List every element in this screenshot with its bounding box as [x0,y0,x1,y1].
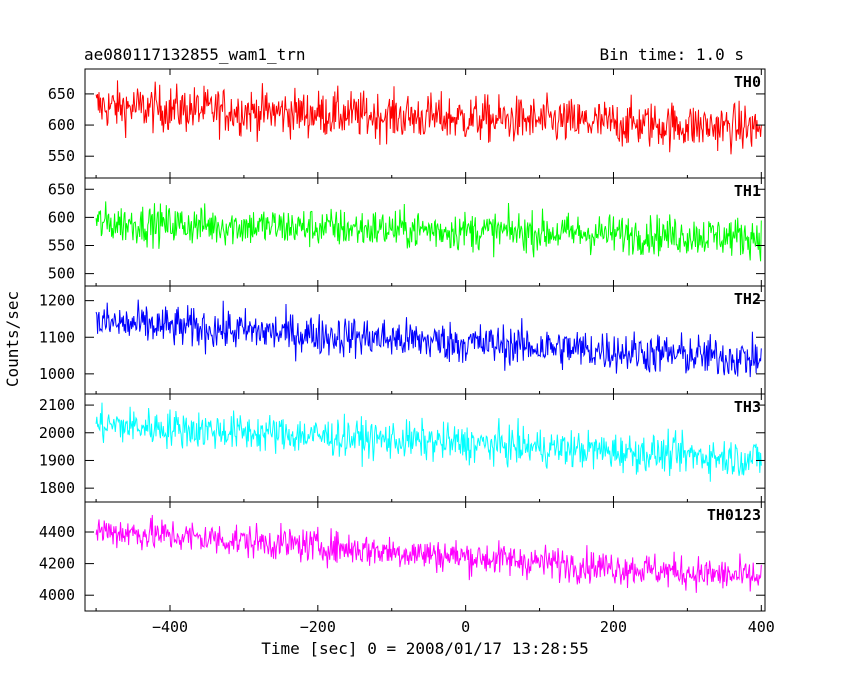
x-tick-label: 200 [600,618,627,636]
x-tick-label: −200 [300,618,336,636]
y-tick-label: 1900 [39,451,75,469]
x-tick-label: −400 [152,618,188,636]
y-axis-label: Counts/sec [3,291,22,387]
x-tick-label: 400 [748,618,775,636]
panel-label: TH0123 [707,506,761,524]
chart-title: ae080117132855_wam1_trn [84,45,306,64]
y-tick-label: 4000 [39,586,75,604]
y-tick-label: 4400 [39,523,75,541]
series-th2 [95,299,762,378]
y-tick-label: 1000 [39,365,75,383]
y-tick-label: 500 [48,265,75,283]
series-th0123 [95,514,762,593]
y-tick-label: 1200 [39,292,75,310]
y-tick-label: 4200 [39,555,75,573]
y-tick-label: 1800 [39,479,75,497]
panel-th0: 550 600 650 TH0 [48,68,766,179]
x-axis-label: Time [sec] 0 = 2008/01/17 13:28:55 [261,639,589,658]
y-tick-label: 650 [48,85,75,103]
panel-th0123: 4000 4200 4400 TH0123 [39,501,766,612]
series-th3 [95,402,762,482]
panel-frame [84,285,766,395]
panel-th2: 1000 1100 1200 TH2 [39,285,766,395]
series-th1 [95,201,762,262]
panel-label: TH0 [734,73,761,91]
y-tick-label: 600 [48,208,75,226]
panel-th1: 500 550 600 650 TH1 [48,177,766,287]
y-tick-label: 550 [48,237,75,255]
panel-th3: 1800 1900 2000 2100 TH3 [39,393,766,503]
panel-label: TH2 [734,290,761,308]
panel-label: TH1 [734,182,761,200]
panel-frame [84,501,766,612]
bin-time-label: Bin time: 1.0 s [600,45,745,64]
y-tick-label: 600 [48,116,75,134]
y-tick-label: 550 [48,147,75,165]
panel-label: TH3 [734,398,761,416]
y-tick-label: 2100 [39,396,75,414]
y-tick-label: 1100 [39,328,75,346]
x-tick-label: 0 [461,618,470,636]
y-tick-label: 650 [48,180,75,198]
y-tick-label: 2000 [39,424,75,442]
series-th0 [95,80,762,155]
